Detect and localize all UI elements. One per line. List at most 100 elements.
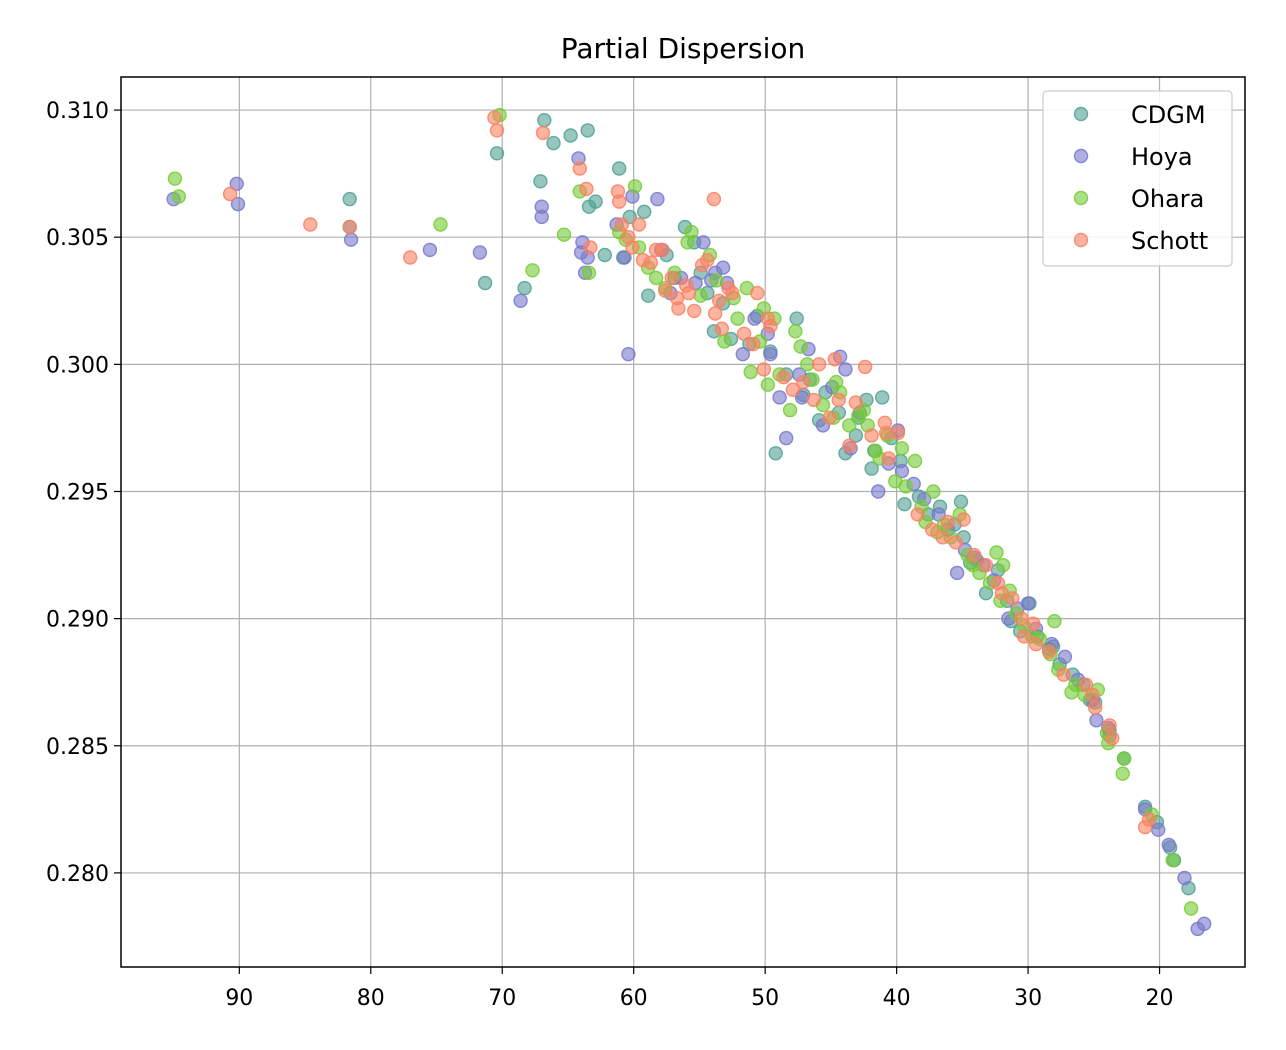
y-tick-label: 0.305 xyxy=(46,226,109,251)
data-point xyxy=(806,392,821,408)
y-tick-label: 0.300 xyxy=(46,353,109,378)
data-point xyxy=(650,191,665,207)
data-point xyxy=(1115,766,1130,781)
data-point xyxy=(785,382,800,397)
data-point xyxy=(525,263,540,278)
data-point xyxy=(953,494,969,509)
data-point xyxy=(1056,667,1071,682)
x-tick-label: 40 xyxy=(883,986,911,1011)
data-point xyxy=(978,558,994,573)
data-point xyxy=(735,347,750,362)
data-point xyxy=(1150,822,1166,837)
data-point xyxy=(756,362,771,377)
data-point xyxy=(1014,611,1029,626)
data-point xyxy=(871,484,886,499)
data-point xyxy=(472,245,488,260)
data-point xyxy=(671,301,686,316)
data-point xyxy=(842,438,857,453)
data-point xyxy=(1161,837,1177,853)
y-tick-label: 0.290 xyxy=(46,608,109,633)
data-point xyxy=(534,199,549,214)
legend-box xyxy=(1042,90,1233,267)
data-point xyxy=(712,293,727,308)
data-point xyxy=(681,285,697,301)
data-point xyxy=(342,191,357,207)
x-tick-label: 50 xyxy=(751,986,779,1011)
data-point xyxy=(517,280,532,296)
data-point xyxy=(890,425,906,441)
data-point xyxy=(864,428,879,443)
data-point xyxy=(935,530,950,545)
legend-marker xyxy=(1073,106,1089,122)
legend-label: Hoya xyxy=(1131,143,1193,171)
data-point xyxy=(706,191,722,207)
data-point xyxy=(343,232,359,247)
data-point xyxy=(708,306,723,321)
data-point xyxy=(864,461,879,476)
data-point xyxy=(643,255,658,270)
y-tick-label: 0.310 xyxy=(46,99,109,124)
data-point xyxy=(658,283,673,298)
data-point xyxy=(433,217,448,232)
data-point xyxy=(422,242,438,258)
legend-marker xyxy=(1073,190,1089,206)
data-point xyxy=(572,161,587,176)
legend-marker xyxy=(1073,232,1089,248)
data-point xyxy=(1116,751,1132,766)
series-schott xyxy=(222,110,1157,835)
plot-area-frame xyxy=(120,76,1246,968)
data-point xyxy=(881,451,896,466)
data-point xyxy=(750,285,765,301)
data-point xyxy=(1005,591,1020,606)
x-tick-label: 80 xyxy=(357,986,385,1011)
data-point xyxy=(222,186,238,202)
data-point xyxy=(898,479,913,494)
data-point xyxy=(763,347,778,362)
y-tick-label: 0.295 xyxy=(46,480,109,505)
data-point xyxy=(1196,916,1212,931)
data-point xyxy=(403,250,418,265)
data-point xyxy=(631,217,647,232)
data-point xyxy=(342,219,357,235)
data-point xyxy=(1078,677,1094,692)
data-point xyxy=(1177,870,1192,886)
data-point xyxy=(763,319,778,334)
data-point xyxy=(621,347,636,362)
data-point xyxy=(838,362,853,377)
data-point xyxy=(940,514,956,530)
data-point xyxy=(167,171,183,186)
data-point xyxy=(948,535,963,550)
data-point xyxy=(714,321,729,336)
data-point xyxy=(967,547,982,563)
legend-label: Ohara xyxy=(1131,185,1204,213)
data-point xyxy=(715,260,731,275)
data-point xyxy=(1165,853,1180,868)
data-point xyxy=(637,204,652,220)
x-tick-label: 90 xyxy=(225,986,253,1011)
data-point xyxy=(827,352,842,367)
data-point xyxy=(489,123,505,138)
data-point xyxy=(655,242,670,258)
data-point xyxy=(579,181,594,197)
data-point xyxy=(477,275,493,291)
data-point xyxy=(743,364,758,380)
data-point xyxy=(857,359,873,375)
data-point xyxy=(489,146,505,161)
data-point xyxy=(894,463,910,479)
data-point xyxy=(303,217,318,232)
data-point xyxy=(717,334,732,349)
data-point xyxy=(725,285,740,301)
data-point xyxy=(687,303,702,319)
data-point xyxy=(848,395,864,410)
data-point xyxy=(546,135,561,151)
legend-label: CDGM xyxy=(1131,101,1206,129)
data-point xyxy=(1085,687,1100,703)
data-point xyxy=(730,311,745,326)
data-point xyxy=(627,179,643,194)
legend: CDGM Hoya Ohara Schott xyxy=(1042,90,1233,267)
data-point xyxy=(926,484,941,499)
data-point xyxy=(709,273,724,288)
data-point xyxy=(875,390,890,405)
data-point xyxy=(487,110,502,125)
